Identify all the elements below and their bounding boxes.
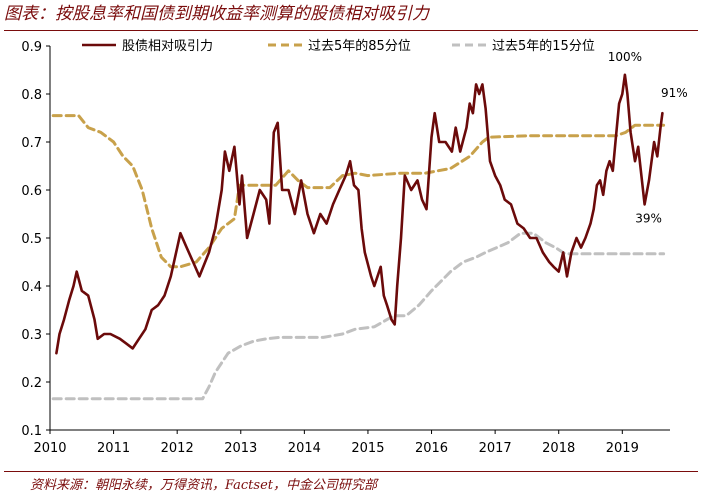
source-divider bbox=[4, 471, 698, 472]
y-tick-label: 0.6 bbox=[21, 184, 42, 199]
y-tick-label: 0.3 bbox=[21, 328, 42, 343]
y-tick-label: 0.8 bbox=[21, 88, 42, 103]
y-tick-label: 0.7 bbox=[21, 136, 42, 151]
x-tick-label: 2014 bbox=[288, 441, 321, 456]
legend-label-1: 过去5年的85分位 bbox=[308, 38, 411, 54]
y-tick-label: 0.5 bbox=[21, 232, 42, 247]
x-tick-label: 2011 bbox=[97, 441, 130, 456]
x-tick-label: 2018 bbox=[542, 441, 575, 456]
series-line-0 bbox=[55, 73, 664, 355]
legend-label-0: 股债相对吸引力 bbox=[122, 39, 213, 54]
title-divider bbox=[4, 30, 698, 31]
chart: 0.1 0.2 0.3 0.4 0.5 0.6 0.7 0.8 0.9 2010 2011 2012 2… bbox=[21, 38, 688, 456]
x-tick-label: 2015 bbox=[351, 441, 384, 456]
chart-axes: 0.1 0.2 0.3 0.4 0.5 0.6 0.7 0.8 0.9 2010 2011 2012 2… bbox=[21, 40, 670, 456]
series-line-1 bbox=[51, 114, 666, 269]
annotation-label: 100% bbox=[608, 50, 642, 64]
x-tick-label: 2010 bbox=[33, 441, 66, 456]
chart-legend: 股债相对吸引力 过去5年的85分位 过去5年的15分位 bbox=[82, 38, 595, 54]
y-tick-label: 0.9 bbox=[21, 40, 42, 55]
page-title: 图表：按股息率和国债到期收益率测算的股债相对吸引力 bbox=[4, 4, 429, 24]
x-tick-label: 2012 bbox=[161, 441, 194, 456]
chart-annotations: 100% 91% 39% bbox=[608, 50, 688, 226]
x-tick-label: 2016 bbox=[415, 441, 448, 456]
x-tick-label: 2019 bbox=[606, 441, 639, 456]
annotation-label: 39% bbox=[635, 211, 662, 225]
y-tick-label: 0.2 bbox=[21, 376, 42, 391]
chart-series bbox=[51, 73, 666, 401]
y-tick-label: 0.1 bbox=[21, 424, 42, 439]
x-tick-label: 2017 bbox=[479, 441, 512, 456]
series-line-2 bbox=[51, 231, 666, 401]
source-note: 资料来源：朝阳永续，万得资讯，Factset，中金公司研究部 bbox=[30, 478, 377, 493]
x-tick-label: 2013 bbox=[224, 441, 257, 456]
annotation-label: 91% bbox=[661, 86, 688, 100]
legend-label-2: 过去5年的15分位 bbox=[492, 38, 595, 54]
y-tick-label: 0.4 bbox=[21, 280, 42, 295]
